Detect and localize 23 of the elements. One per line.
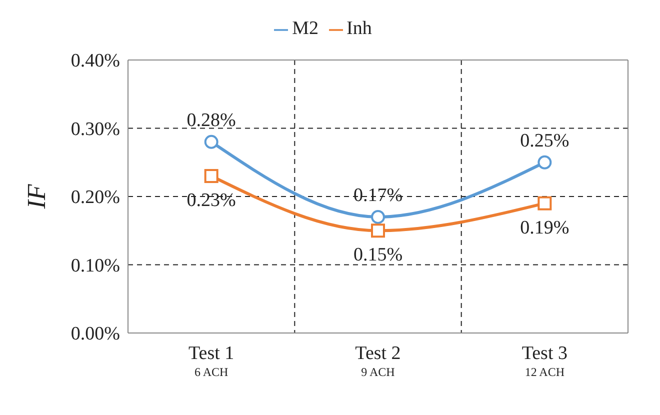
legend-label: Inh	[346, 18, 372, 39]
y-tick-label: 0.20%	[70, 187, 120, 208]
x-tick-label: Test 1 6 ACH	[188, 343, 234, 379]
point	[204, 169, 218, 184]
y-tick-label: 0.40%	[70, 50, 120, 72]
y-tick-label: 0.10%	[70, 255, 120, 276]
y-axis-title: IF	[22, 183, 52, 210]
legend-label: M2	[292, 18, 319, 39]
x-tick-label: Test 3 12 ACH	[522, 343, 568, 379]
x-tick-label: Test 2 9 ACH	[355, 343, 401, 379]
point	[371, 224, 385, 238]
point	[538, 196, 552, 210]
point	[204, 134, 218, 149]
y-tick-label: 0.00%	[70, 324, 120, 345]
data-label: 0.28%	[186, 110, 236, 131]
point	[371, 210, 385, 224]
data-label: 0.19%	[520, 217, 570, 238]
data-label: 0.23%	[186, 190, 236, 212]
data-label: 0.17%	[353, 184, 403, 206]
y-tick-label: 0.30%	[70, 118, 120, 140]
point	[538, 155, 552, 170]
data-label: 0.15%	[353, 244, 403, 266]
data-label: 0.25%	[520, 130, 570, 152]
